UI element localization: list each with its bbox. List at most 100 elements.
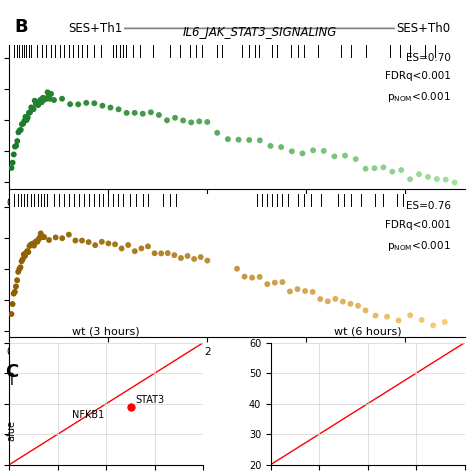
- Point: [256, 137, 264, 144]
- Point: [99, 102, 106, 109]
- Point: [72, 237, 79, 244]
- Point: [163, 117, 171, 124]
- Point: [9, 300, 17, 308]
- Point: [389, 168, 396, 175]
- Point: [371, 164, 378, 172]
- Point: [271, 279, 279, 286]
- Point: [23, 247, 31, 255]
- Point: [40, 233, 48, 241]
- Point: [82, 99, 90, 107]
- Point: [123, 109, 130, 117]
- Point: [13, 137, 21, 145]
- Text: ↑: ↑: [5, 371, 19, 389]
- Point: [46, 95, 54, 102]
- Point: [451, 179, 458, 186]
- Point: [317, 295, 324, 303]
- Point: [197, 253, 204, 261]
- Point: [171, 114, 179, 121]
- Point: [9, 159, 17, 166]
- Point: [18, 257, 26, 265]
- Point: [91, 241, 99, 249]
- Point: [127, 403, 134, 410]
- Point: [98, 238, 106, 246]
- Point: [37, 229, 45, 237]
- Point: [12, 142, 20, 150]
- Point: [352, 155, 359, 163]
- Point: [429, 321, 437, 329]
- Point: [41, 95, 49, 102]
- Point: [267, 142, 274, 150]
- Point: [224, 135, 232, 143]
- Point: [50, 96, 58, 104]
- Point: [107, 104, 114, 111]
- Point: [320, 147, 328, 155]
- Point: [22, 249, 30, 257]
- Point: [31, 238, 39, 246]
- Point: [137, 245, 145, 252]
- Point: [341, 152, 349, 159]
- Point: [324, 298, 332, 305]
- FancyArrowPatch shape: [73, 25, 446, 32]
- Point: [111, 240, 119, 248]
- Point: [8, 310, 15, 318]
- Point: [37, 96, 45, 103]
- Point: [164, 249, 172, 257]
- Point: [16, 265, 23, 273]
- Point: [105, 240, 112, 247]
- Point: [131, 109, 138, 117]
- Point: [118, 245, 126, 252]
- Point: [277, 143, 285, 151]
- Point: [19, 120, 27, 128]
- Point: [187, 118, 195, 126]
- Point: [372, 312, 379, 319]
- Point: [406, 175, 414, 183]
- Point: [32, 100, 40, 108]
- Point: [25, 248, 32, 256]
- Point: [147, 109, 155, 116]
- Point: [157, 250, 165, 257]
- Point: [415, 170, 423, 178]
- Text: NFKB1: NFKB1: [73, 410, 105, 420]
- Point: [248, 274, 256, 282]
- Point: [21, 252, 29, 260]
- Point: [20, 117, 28, 125]
- Text: C: C: [5, 363, 18, 381]
- Point: [256, 273, 264, 281]
- Text: STAT3: STAT3: [136, 395, 164, 405]
- Point: [246, 136, 253, 144]
- Point: [91, 100, 98, 107]
- Point: [36, 234, 44, 241]
- Point: [8, 164, 15, 172]
- Point: [25, 109, 33, 117]
- Point: [17, 126, 25, 134]
- Point: [139, 110, 146, 118]
- Point: [29, 240, 36, 247]
- Point: [20, 250, 27, 258]
- Point: [235, 136, 242, 144]
- Text: FDRq<0.001: FDRq<0.001: [385, 71, 451, 81]
- Point: [44, 89, 51, 96]
- Point: [395, 317, 402, 324]
- Point: [288, 147, 296, 155]
- Point: [331, 295, 339, 303]
- Point: [66, 100, 74, 108]
- Point: [441, 318, 448, 326]
- Point: [131, 247, 138, 255]
- Text: $\mathrm{p_{NOM}}$<0.001: $\mathrm{p_{NOM}}$<0.001: [387, 90, 451, 104]
- Point: [11, 143, 19, 150]
- Text: SES+Th0: SES+Th0: [397, 22, 451, 35]
- Point: [442, 176, 449, 183]
- Point: [12, 283, 20, 290]
- Point: [40, 96, 48, 103]
- Point: [177, 254, 185, 262]
- Point: [10, 290, 18, 297]
- Point: [28, 105, 36, 113]
- Point: [184, 252, 191, 260]
- Point: [30, 105, 37, 113]
- Point: [58, 235, 66, 242]
- Point: [203, 118, 211, 126]
- Point: [39, 94, 46, 101]
- Point: [16, 127, 23, 134]
- Point: [24, 114, 32, 121]
- Point: [195, 118, 203, 125]
